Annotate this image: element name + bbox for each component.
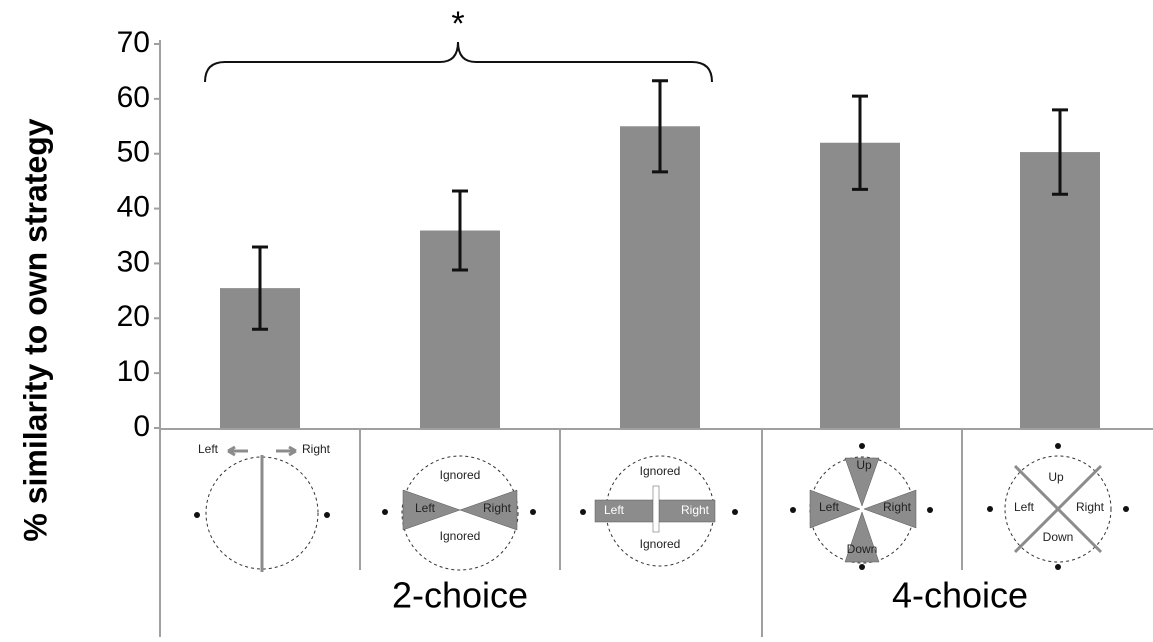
- icon-label: Ignored: [640, 464, 681, 478]
- group-label: 4-choice: [892, 575, 1028, 616]
- icon-label: Ignored: [440, 468, 481, 482]
- icon-label: Ignored: [640, 537, 681, 551]
- y-tick-label: 0: [133, 410, 150, 443]
- icon: Up Left Right Down: [987, 443, 1129, 570]
- icon-label: Down: [1043, 530, 1074, 544]
- y-axis-label: % similarity to own strategy: [17, 118, 53, 541]
- icon-label: Right: [483, 501, 512, 515]
- icon-label: Ignored: [440, 529, 481, 543]
- brace: [205, 42, 712, 82]
- y-tick-label: 50: [117, 136, 150, 169]
- icon: Left Right: [194, 442, 331, 572]
- icon: Up Left Right Down: [790, 443, 933, 570]
- y-tick-label: 60: [117, 81, 150, 114]
- icon-label: Right: [1076, 500, 1105, 514]
- icon-label: Left: [819, 500, 840, 514]
- chart: % similarity to own strategy * 2-choice …: [0, 0, 1153, 637]
- y-tick-label: 10: [117, 355, 150, 388]
- icon-label: Up: [1048, 470, 1064, 484]
- icon-label: Left: [1014, 500, 1035, 514]
- y-tick-label: 30: [117, 245, 150, 278]
- icon-label: Left: [604, 503, 625, 517]
- y-tick-label: 70: [117, 26, 150, 59]
- y-tick-label: 40: [117, 190, 150, 223]
- icon: Ignored Left Right Ignored: [382, 456, 536, 570]
- icon-label: Left: [198, 442, 219, 456]
- icon-label: Down: [847, 542, 878, 556]
- icon-label: Right: [681, 503, 710, 517]
- icon-label: Left: [415, 501, 436, 515]
- icon-label: Right: [883, 500, 912, 514]
- annotation: *: [451, 5, 464, 43]
- icon: Ignored Left Right Ignored: [580, 456, 738, 566]
- group-label: 2-choice: [392, 575, 528, 616]
- icon-label: Right: [302, 442, 331, 456]
- y-tick-label: 20: [117, 300, 150, 333]
- icon-label: Up: [856, 458, 872, 472]
